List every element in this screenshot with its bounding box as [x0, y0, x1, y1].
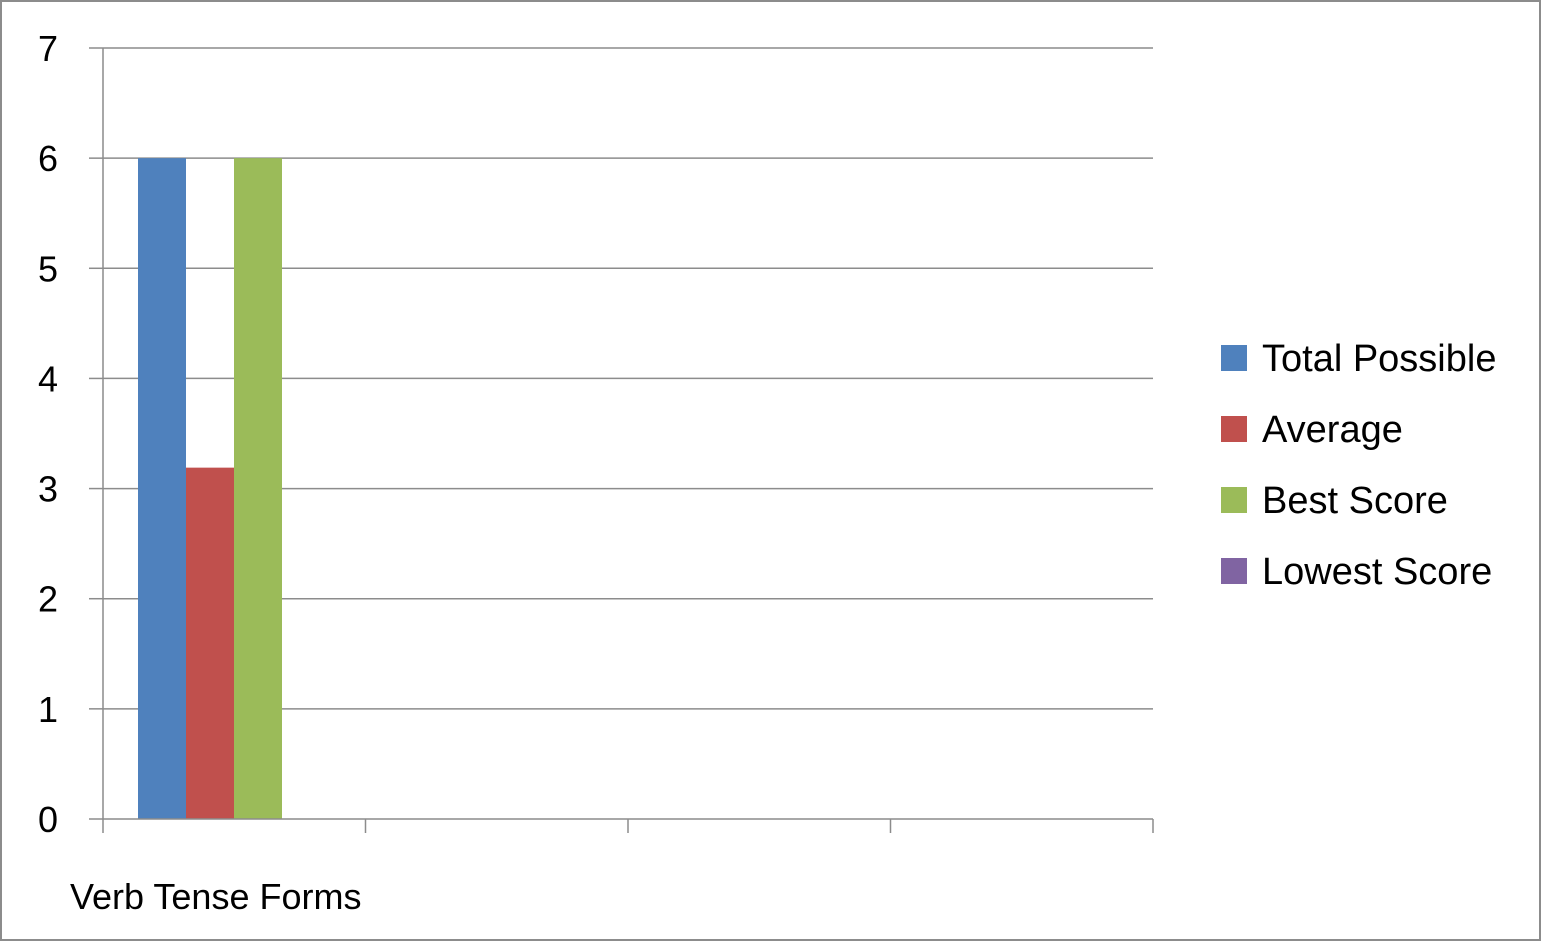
y-tick-label: 3	[38, 469, 58, 510]
y-tick-label: 5	[38, 248, 58, 289]
y-tick-label: 2	[38, 579, 58, 620]
legend-swatch	[1221, 558, 1247, 584]
y-tick-label: 0	[38, 799, 58, 840]
legend-swatch	[1221, 345, 1247, 371]
x-category-label: Verb Tense Forms	[70, 876, 361, 917]
legend-label: Best Score	[1262, 480, 1448, 522]
legend-swatch	[1221, 416, 1247, 442]
y-axis-tick-labels: 0 1 2 3 4 5 6 7	[38, 28, 58, 840]
y-tick-label: 1	[38, 689, 58, 730]
x-axis-category-labels: Verb Tense Forms	[70, 876, 361, 917]
bar	[186, 467, 234, 819]
bars	[138, 158, 282, 820]
y-tick-label: 4	[38, 358, 58, 399]
legend-label: Average	[1262, 409, 1403, 451]
bar	[138, 158, 186, 820]
y-tick-label: 6	[38, 138, 58, 179]
legend-label: Lowest Score	[1262, 551, 1492, 593]
legend-swatch	[1221, 487, 1247, 513]
legend-label: Total Possible	[1262, 338, 1496, 380]
axes	[89, 47, 1154, 833]
bar	[234, 158, 282, 820]
legend: Total Possible Average Best Score Lowest Sc…	[1221, 338, 1496, 593]
y-tick-label: 7	[38, 28, 58, 69]
